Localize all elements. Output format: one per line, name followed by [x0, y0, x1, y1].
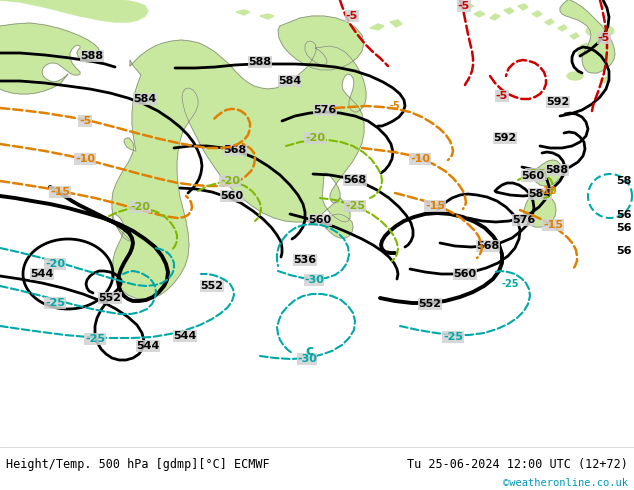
Polygon shape: [474, 11, 485, 17]
Text: -30: -30: [304, 275, 324, 285]
Polygon shape: [578, 49, 598, 59]
Text: 560: 560: [221, 191, 243, 201]
Polygon shape: [532, 11, 542, 17]
Polygon shape: [570, 33, 579, 39]
Text: -30: -30: [297, 354, 317, 364]
Polygon shape: [586, 25, 614, 37]
Polygon shape: [558, 25, 567, 31]
Text: 584: 584: [278, 76, 302, 86]
Polygon shape: [545, 19, 554, 25]
Polygon shape: [560, 0, 615, 73]
Polygon shape: [580, 43, 589, 49]
Text: 536: 536: [294, 255, 316, 265]
Text: 576: 576: [313, 105, 337, 115]
Polygon shape: [490, 14, 500, 20]
Text: 568: 568: [223, 145, 247, 155]
Text: -15: -15: [543, 220, 563, 230]
Polygon shape: [567, 72, 583, 80]
Text: 544: 544: [173, 331, 197, 341]
Text: 588: 588: [81, 51, 103, 61]
Text: 592: 592: [493, 133, 517, 143]
Text: 552: 552: [98, 293, 122, 303]
Polygon shape: [112, 40, 366, 299]
Text: -5: -5: [598, 33, 610, 43]
Polygon shape: [534, 160, 562, 186]
Text: 56: 56: [616, 223, 632, 233]
Polygon shape: [0, 0, 148, 22]
Text: -10: -10: [540, 186, 557, 196]
Polygon shape: [595, 65, 604, 71]
Polygon shape: [326, 214, 353, 238]
Text: 588: 588: [249, 57, 271, 67]
Text: -10: -10: [410, 154, 430, 164]
Text: 56: 56: [616, 210, 632, 220]
Text: 584: 584: [133, 94, 157, 104]
Text: 560: 560: [308, 215, 332, 225]
Text: 560: 560: [521, 171, 545, 181]
Text: -5: -5: [496, 91, 508, 101]
Text: Tu 25-06-2024 12:00 UTC (12+72): Tu 25-06-2024 12:00 UTC (12+72): [407, 458, 628, 471]
Text: -5: -5: [79, 116, 91, 126]
Text: 544: 544: [136, 341, 160, 351]
Text: -20: -20: [305, 133, 325, 143]
Text: -25: -25: [345, 201, 365, 211]
Text: 560: 560: [453, 269, 477, 279]
Text: -5: -5: [346, 11, 358, 21]
Text: -5: -5: [458, 1, 470, 11]
Text: -20: -20: [220, 176, 240, 186]
Polygon shape: [278, 16, 364, 70]
Text: 568: 568: [344, 175, 366, 185]
Text: -10: -10: [75, 154, 95, 164]
Text: 592: 592: [547, 97, 569, 107]
Polygon shape: [370, 24, 384, 30]
Text: -25: -25: [85, 334, 105, 344]
Polygon shape: [460, 3, 474, 9]
Text: 56: 56: [616, 246, 632, 256]
Text: 568: 568: [476, 241, 500, 251]
Text: -25: -25: [45, 298, 65, 308]
Polygon shape: [504, 8, 514, 14]
Text: 584: 584: [528, 189, 552, 199]
Polygon shape: [588, 53, 597, 59]
Polygon shape: [524, 190, 556, 227]
Text: 58: 58: [617, 176, 632, 186]
Polygon shape: [600, 77, 609, 83]
Text: ©weatheronline.co.uk: ©weatheronline.co.uk: [503, 478, 628, 488]
Text: Height/Temp. 500 hPa [gdmp][°C] ECMWF: Height/Temp. 500 hPa [gdmp][°C] ECMWF: [6, 458, 269, 471]
Text: -20: -20: [130, 202, 150, 212]
Text: -5: -5: [390, 101, 401, 111]
Polygon shape: [518, 4, 528, 10]
Text: 588: 588: [545, 165, 569, 175]
Text: -20: -20: [45, 259, 65, 269]
Text: c: c: [306, 344, 314, 358]
Polygon shape: [390, 20, 402, 27]
Text: -15: -15: [425, 201, 445, 211]
Text: -15: -15: [50, 187, 70, 197]
Polygon shape: [236, 10, 250, 15]
Text: -25: -25: [443, 332, 463, 342]
Text: 576: 576: [512, 215, 536, 225]
Text: -20: -20: [526, 169, 546, 179]
Text: 544: 544: [30, 269, 54, 279]
Text: 552: 552: [418, 299, 441, 309]
Polygon shape: [0, 23, 100, 94]
Text: -25: -25: [501, 279, 519, 289]
Polygon shape: [260, 14, 274, 19]
Text: 552: 552: [200, 281, 224, 291]
